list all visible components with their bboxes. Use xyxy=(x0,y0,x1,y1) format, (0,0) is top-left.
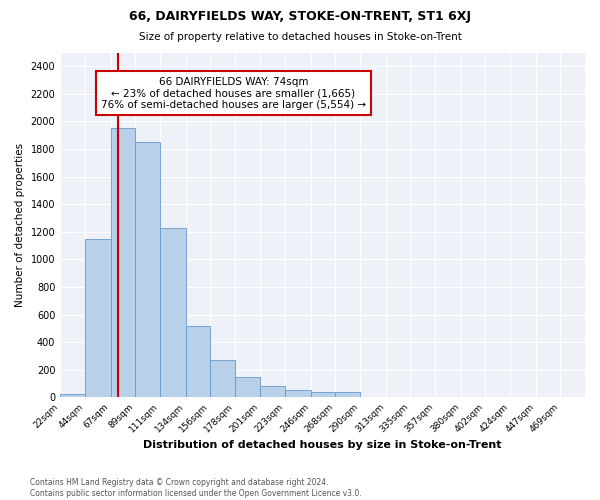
Text: Contains HM Land Registry data © Crown copyright and database right 2024.
Contai: Contains HM Land Registry data © Crown c… xyxy=(30,478,362,498)
Bar xyxy=(60,394,85,398)
Bar xyxy=(85,239,110,398)
Bar xyxy=(135,142,160,398)
Text: 66, DAIRYFIELDS WAY, STOKE-ON-TRENT, ST1 6XJ: 66, DAIRYFIELDS WAY, STOKE-ON-TRENT, ST1… xyxy=(129,10,471,23)
Bar xyxy=(360,397,386,398)
Y-axis label: Number of detached properties: Number of detached properties xyxy=(15,143,25,307)
Text: Size of property relative to detached houses in Stoke-on-Trent: Size of property relative to detached ho… xyxy=(139,32,461,42)
Bar xyxy=(260,386,285,398)
Bar xyxy=(210,360,235,398)
Bar xyxy=(185,326,210,398)
Text: 66 DAIRYFIELDS WAY: 74sqm
← 23% of detached houses are smaller (1,665)
76% of se: 66 DAIRYFIELDS WAY: 74sqm ← 23% of detac… xyxy=(101,76,366,110)
Bar xyxy=(335,392,360,398)
Bar xyxy=(560,397,585,398)
Bar xyxy=(160,228,185,398)
Bar xyxy=(311,392,335,398)
X-axis label: Distribution of detached houses by size in Stoke-on-Trent: Distribution of detached houses by size … xyxy=(143,440,502,450)
Bar xyxy=(386,397,410,398)
Bar xyxy=(110,128,135,398)
Bar xyxy=(235,377,260,398)
Bar xyxy=(285,390,311,398)
